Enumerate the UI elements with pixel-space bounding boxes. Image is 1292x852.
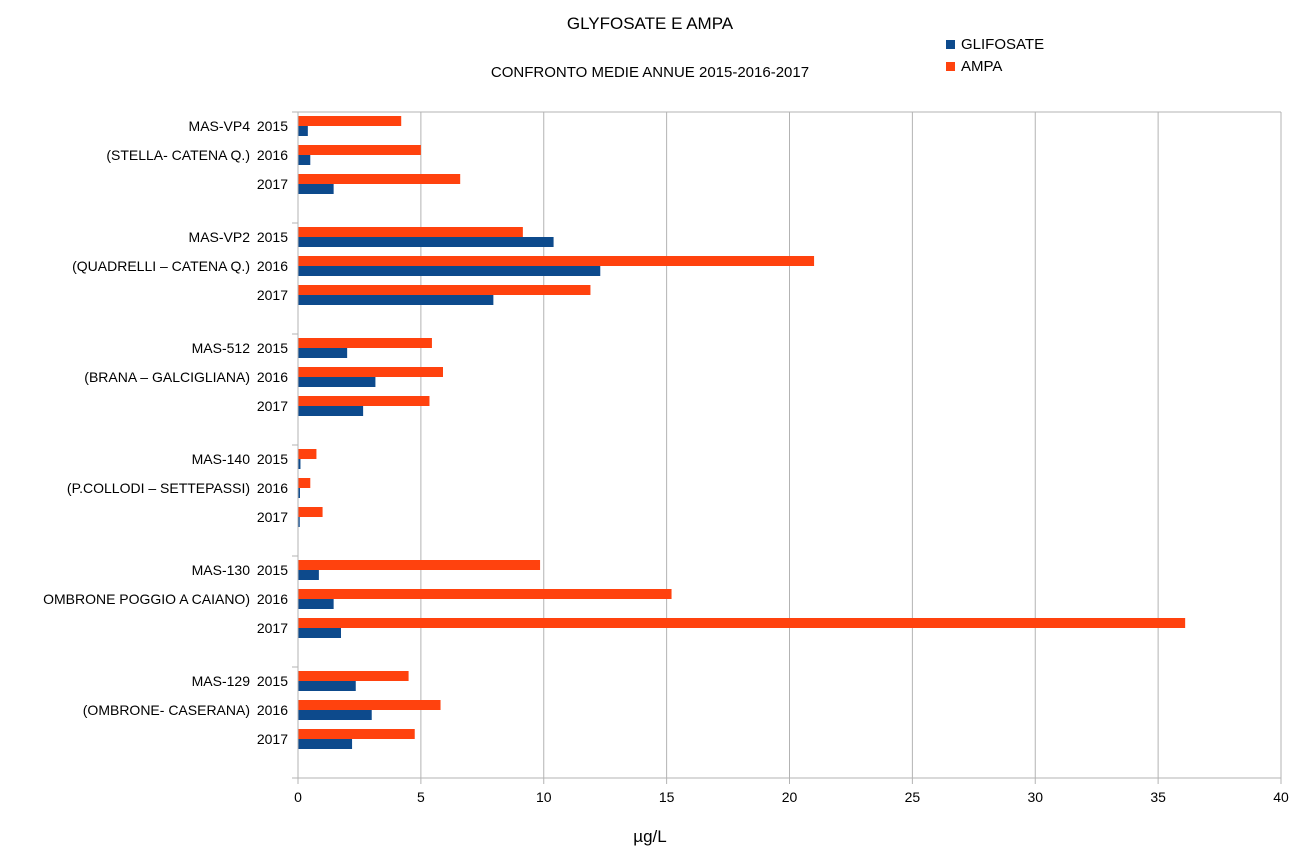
legend-label-glifosate: GLIFOSATE bbox=[961, 35, 1045, 53]
legend-swatch-glifosate bbox=[946, 39, 955, 49]
bar-glifosate bbox=[298, 599, 334, 609]
legend-item-glifosate: GLIFOSATE bbox=[946, 33, 1044, 55]
bar-ampa bbox=[298, 507, 323, 517]
y-tick-station: MAS-VP2 bbox=[189, 229, 251, 245]
y-tick-year: 2016 bbox=[257, 591, 288, 607]
x-tick-label: 0 bbox=[294, 789, 302, 805]
y-tick-year: 2016 bbox=[257, 369, 288, 385]
bar-glifosate bbox=[298, 184, 334, 194]
legend-swatch-ampa bbox=[946, 61, 955, 71]
y-tick-station: (QUADRELLI – CATENA Q.) bbox=[72, 258, 250, 274]
y-tick-year: 2017 bbox=[257, 509, 288, 525]
y-tick-year: 2016 bbox=[257, 258, 288, 274]
y-tick-year: 2015 bbox=[257, 118, 288, 134]
bar-glifosate bbox=[298, 628, 342, 638]
bar-glifosate bbox=[298, 266, 601, 276]
bar-glifosate bbox=[298, 517, 300, 527]
bar-ampa bbox=[298, 671, 409, 681]
y-tick-year: 2015 bbox=[257, 340, 288, 356]
y-tick-station: MAS-129 bbox=[192, 673, 251, 689]
chart-subtitle: CONFRONTO MEDIE ANNUE 2015-2016-2017 bbox=[490, 64, 810, 81]
y-tick-year: 2015 bbox=[257, 229, 288, 245]
bar-ampa bbox=[298, 174, 461, 184]
bar-glifosate bbox=[298, 488, 300, 498]
bar-ampa bbox=[298, 145, 421, 155]
y-tick-station: MAS-VP4 bbox=[189, 118, 251, 134]
bar-ampa bbox=[298, 589, 672, 599]
bar-ampa bbox=[298, 396, 430, 406]
bar-ampa bbox=[298, 285, 591, 295]
bar-ampa bbox=[298, 338, 432, 348]
y-tick-year: 2016 bbox=[257, 147, 288, 163]
y-tick-year: 2017 bbox=[257, 176, 288, 192]
y-tick-station: MAS-140 bbox=[192, 451, 251, 467]
y-tick-station: MAS-130 bbox=[192, 562, 251, 578]
bar-glifosate bbox=[298, 570, 319, 580]
bar-ampa bbox=[298, 729, 415, 739]
bar-ampa bbox=[298, 116, 402, 126]
y-tick-station: MAS-512 bbox=[192, 340, 251, 356]
bar-glifosate bbox=[298, 681, 356, 691]
chart-title: GLYFOSATE E AMPA bbox=[566, 14, 734, 33]
x-tick-label: 5 bbox=[417, 789, 425, 805]
y-tick-station: (BRANA – GALCIGLIANA) bbox=[84, 369, 250, 385]
chart-legend: GLIFOSATE AMPA bbox=[946, 33, 1044, 77]
y-tick-year: 2016 bbox=[257, 702, 288, 718]
bar-ampa bbox=[298, 227, 523, 237]
y-tick-year: 2015 bbox=[257, 562, 288, 578]
x-tick-label: 10 bbox=[536, 789, 552, 805]
bar-glifosate bbox=[298, 710, 372, 720]
bar-glifosate bbox=[298, 406, 364, 416]
y-tick-year: 2017 bbox=[257, 620, 288, 636]
bar-glifosate bbox=[298, 377, 376, 387]
bar-glifosate bbox=[298, 459, 301, 469]
x-tick-label: 35 bbox=[1150, 789, 1166, 805]
x-axis-label: µg/L bbox=[633, 827, 667, 846]
y-tick-year: 2017 bbox=[257, 731, 288, 747]
y-tick-station: (P.COLLODI – SETTEPASSI) bbox=[67, 480, 250, 496]
bar-ampa bbox=[298, 478, 311, 488]
bar-glifosate bbox=[298, 739, 353, 749]
bar-ampa bbox=[298, 367, 443, 377]
bar-ampa bbox=[298, 618, 1186, 628]
legend-item-ampa: AMPA bbox=[946, 55, 1044, 77]
bar-glifosate bbox=[298, 237, 554, 247]
y-tick-year: 2016 bbox=[257, 480, 288, 496]
bar-ampa bbox=[298, 700, 441, 710]
bar-glifosate bbox=[298, 295, 494, 305]
x-tick-label: 25 bbox=[905, 789, 921, 805]
y-tick-year: 2015 bbox=[257, 451, 288, 467]
bar-glifosate bbox=[298, 348, 348, 358]
y-tick-year: 2017 bbox=[257, 287, 288, 303]
legend-label-ampa: AMPA bbox=[961, 57, 1003, 75]
y-tick-station: (STELLA- CATENA Q.) bbox=[106, 147, 250, 163]
x-tick-label: 20 bbox=[782, 789, 798, 805]
y-tick-year: 2017 bbox=[257, 398, 288, 414]
x-tick-label: 15 bbox=[659, 789, 675, 805]
y-tick-station: OMBRONE POGGIO A CAIANO) bbox=[43, 591, 250, 607]
y-tick-station: (OMBRONE- CASERANA) bbox=[83, 702, 250, 718]
bar-glifosate bbox=[298, 126, 308, 136]
bar-ampa bbox=[298, 256, 815, 266]
bar-ampa bbox=[298, 449, 317, 459]
x-tick-label: 40 bbox=[1273, 789, 1289, 805]
x-tick-label: 30 bbox=[1027, 789, 1043, 805]
bar-ampa bbox=[298, 560, 541, 570]
bar-glifosate bbox=[298, 155, 311, 165]
y-tick-year: 2015 bbox=[257, 673, 288, 689]
